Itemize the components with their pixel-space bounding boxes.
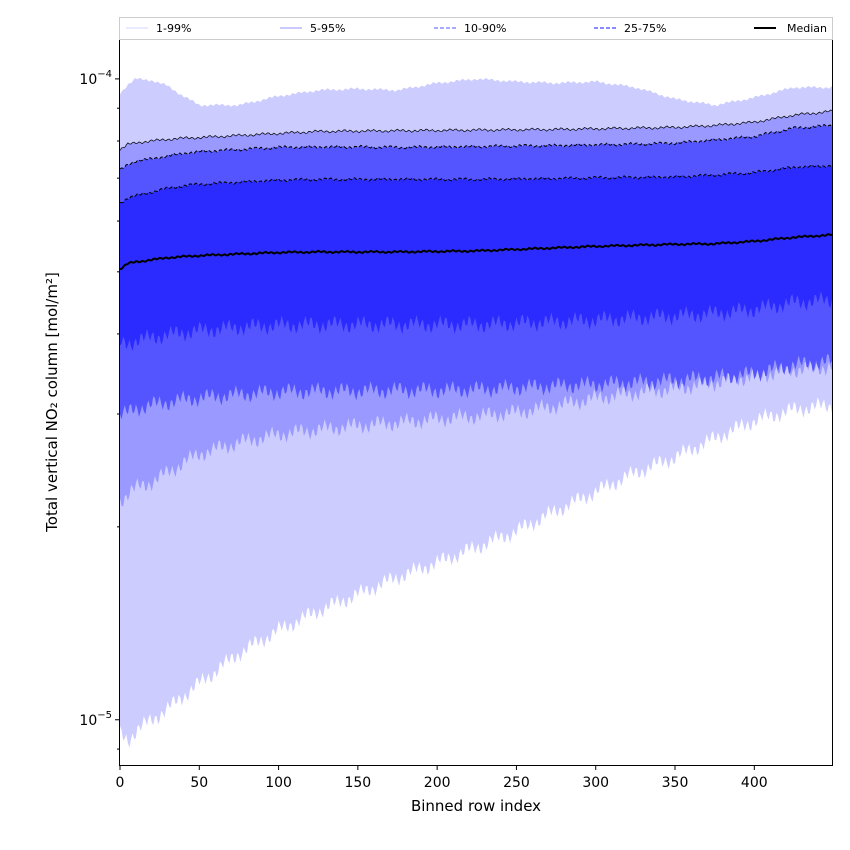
y-tick-label: 10−4 <box>79 69 112 88</box>
legend-label: 10-90% <box>464 22 506 35</box>
x-axis-title: Binned row index <box>411 797 541 815</box>
legend-box <box>119 17 833 40</box>
x-axis: 0 50 100 150 200 250 300 350 400 <box>116 765 768 791</box>
series-lines <box>119 109 833 271</box>
band-edge-10-90% <box>119 123 833 170</box>
x-tick-label: 50 <box>190 775 208 791</box>
y-tick-label: 10−5 <box>79 710 112 729</box>
x-tick-label: 200 <box>424 775 451 791</box>
x-tick-label: 400 <box>741 775 768 791</box>
median-line <box>119 233 833 271</box>
x-tick-label: 100 <box>265 775 292 791</box>
x-tick-label: 300 <box>582 775 609 791</box>
legend: 1-99% 5-95% 10-90% 25-75% Median <box>119 17 833 40</box>
x-tick-label: 0 <box>116 775 125 791</box>
y-axis: 10−5 10−4 <box>79 69 120 750</box>
x-tick-label: 150 <box>344 775 371 791</box>
y-axis-title: Total vertical NO₂ column [mol/m²] <box>43 272 61 533</box>
legend-label: 1-99% <box>156 22 191 35</box>
legend-label: 25-75% <box>624 22 666 35</box>
percentile-bands <box>120 77 832 748</box>
legend-label: 5-95% <box>310 22 345 35</box>
x-tick-label: 350 <box>662 775 689 791</box>
band-edge-25-75% <box>119 164 833 204</box>
legend-label: Median <box>787 22 827 35</box>
x-tick-label: 250 <box>503 775 530 791</box>
band-edge-5-95% <box>119 109 833 151</box>
band-25-75% <box>120 164 832 351</box>
